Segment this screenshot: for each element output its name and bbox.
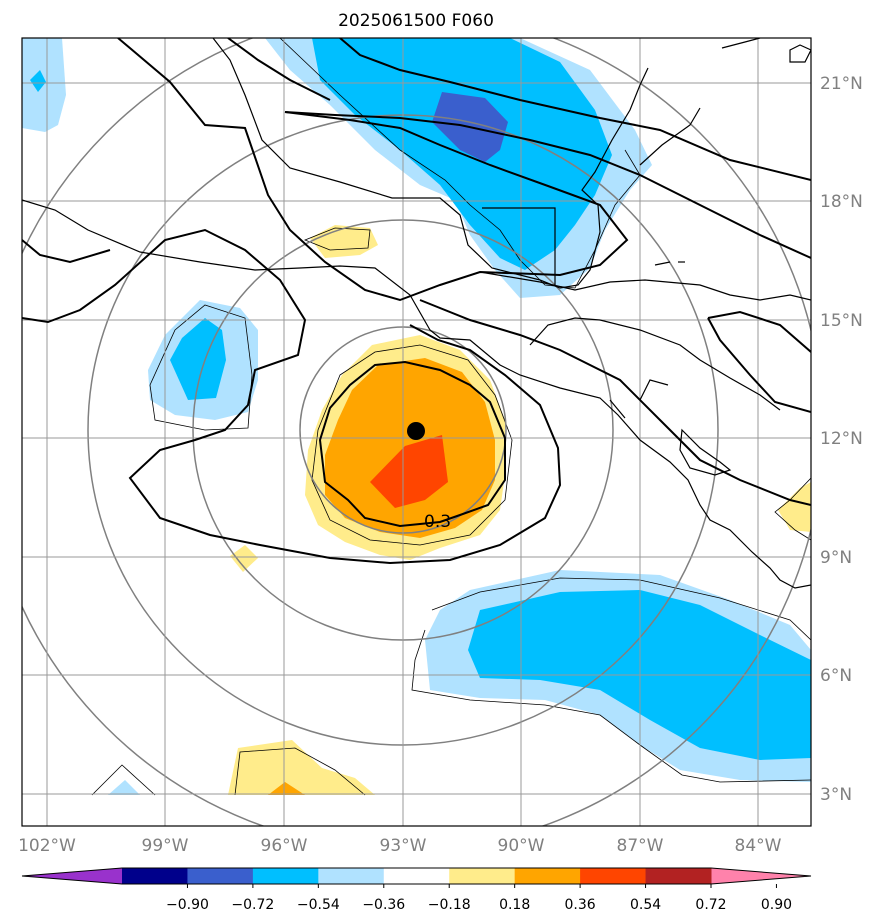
colorbar-segment xyxy=(252,868,319,884)
map-title: 2025061500 F060 xyxy=(338,11,494,31)
colorbar-tick-label: −0.36 xyxy=(362,897,405,913)
lat-tick-label: 6°N xyxy=(820,666,852,686)
lat-tick-label: 3°N xyxy=(820,785,852,805)
map-area: 0.3 xyxy=(22,38,811,826)
lat-tick-label: 9°N xyxy=(820,548,852,568)
colorbar-segment xyxy=(122,868,188,884)
colorbar-tick-label: −0.90 xyxy=(166,897,209,913)
colorbar: −0.90 −0.72 −0.54 −0.36 −0.18 0.18 0.36 0.54 0.7… xyxy=(21,867,812,913)
colorbar-tick-label: −0.18 xyxy=(428,897,471,913)
colorbar-extend-low xyxy=(22,868,122,884)
colorbar-segment xyxy=(318,868,385,884)
coastlines xyxy=(22,38,811,589)
colorbar-segment xyxy=(449,868,516,884)
colorbar-segment xyxy=(580,868,647,884)
lon-tick-label: 102°W xyxy=(18,836,76,856)
lat-tick-label: 18°N xyxy=(820,192,863,212)
colorbar-tick-label: −0.54 xyxy=(297,897,340,913)
thick-contours xyxy=(22,38,811,565)
lat-tick-label: 12°N xyxy=(820,429,863,449)
colorbar-segment xyxy=(187,868,254,884)
graticule xyxy=(22,38,811,826)
colorbar-segment xyxy=(514,868,581,884)
longitude-axis: 102°W 99°W 96°W 93°W 90°W 87°W 84°W xyxy=(18,836,782,856)
colorbar-tick-label: 0.36 xyxy=(565,897,596,913)
lon-tick-label: 84°W xyxy=(735,836,782,856)
shaded-positive-medium-south xyxy=(268,782,305,795)
colorbar-tick-label: −0.72 xyxy=(231,897,274,913)
latitude-axis: 21°N 18°N 15°N 12°N 9°N 6°N 3°N xyxy=(820,74,863,805)
shaded-positive-strong xyxy=(370,435,448,508)
colorbar-tick-label: 0.72 xyxy=(695,897,726,913)
colorbar-tick-label: 0.18 xyxy=(499,897,530,913)
lon-tick-label: 90°W xyxy=(498,836,545,856)
lon-tick-label: 93°W xyxy=(380,836,427,856)
lon-tick-label: 87°W xyxy=(617,836,664,856)
contour-label: 0.3 xyxy=(424,512,451,532)
lon-tick-label: 99°W xyxy=(142,836,189,856)
lon-tick-label: 96°W xyxy=(261,836,308,856)
colorbar-segment xyxy=(383,868,450,884)
colorbar-segment xyxy=(645,868,712,884)
lat-tick-label: 21°N xyxy=(820,74,863,94)
lat-tick-label: 15°N xyxy=(820,311,863,331)
storm-center-marker xyxy=(407,422,425,440)
colorbar-tick-label: 0.54 xyxy=(630,897,661,913)
colorbar-extend-high xyxy=(711,868,811,884)
map-frame xyxy=(21,37,812,827)
colorbar-tick-label: 0.90 xyxy=(761,897,792,913)
colorbar-outline xyxy=(21,867,812,885)
